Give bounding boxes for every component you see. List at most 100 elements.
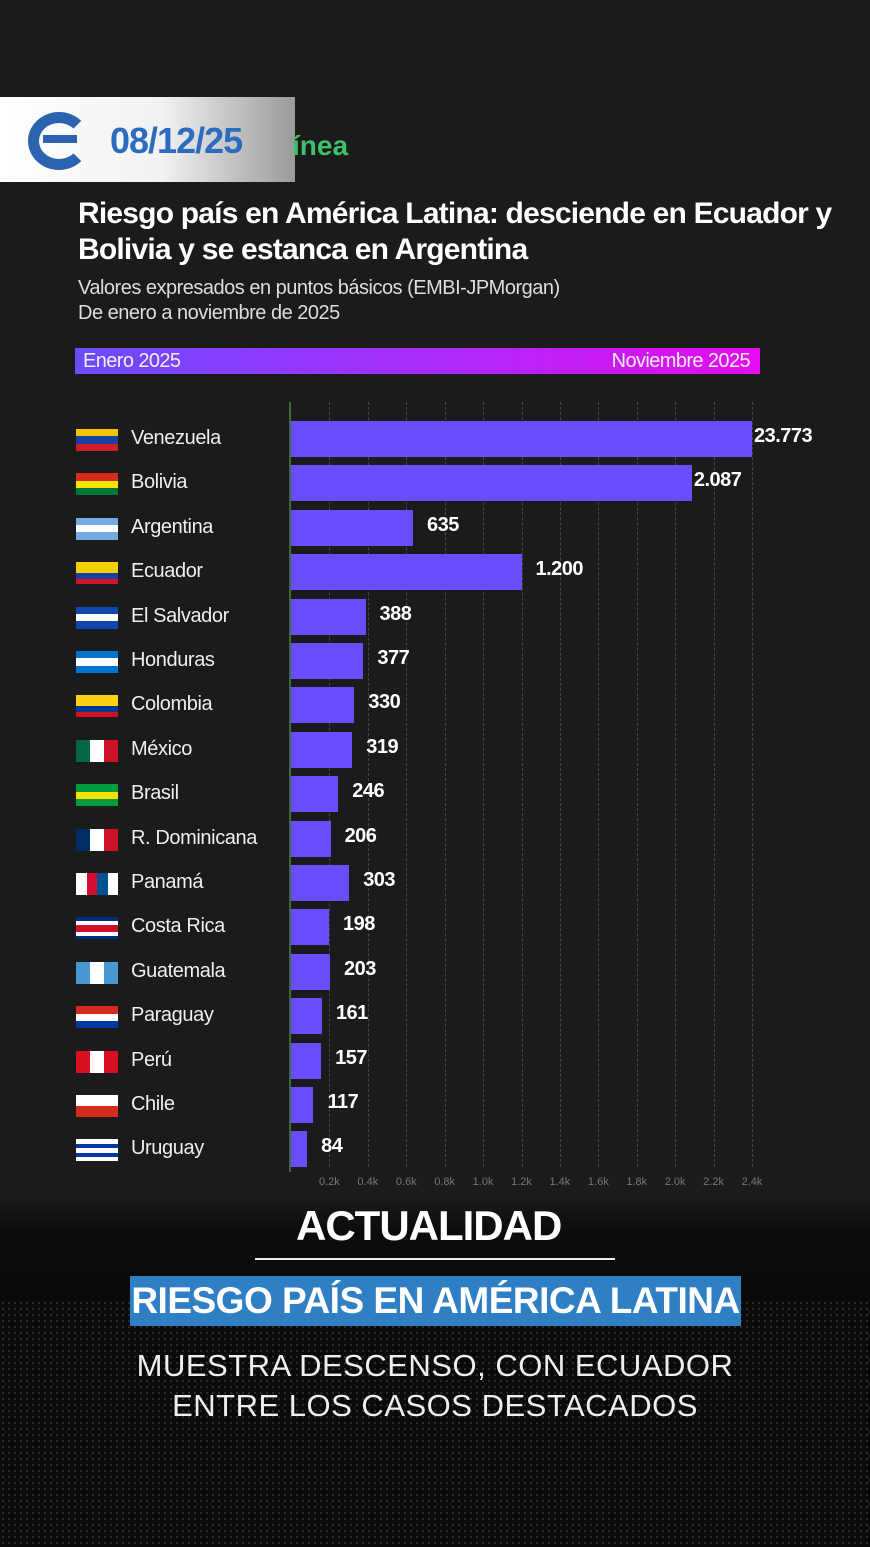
data-label: 330: [368, 691, 401, 714]
flag-icon: [76, 1006, 118, 1029]
category-label: Venezuela: [131, 427, 221, 449]
subtitle-line: Valores expresados en puntos básicos (EM…: [78, 277, 560, 299]
category-label: Panamá: [131, 871, 204, 893]
category-label: Bolivia: [131, 471, 188, 494]
category-label: México: [131, 737, 192, 760]
bar: [291, 465, 692, 502]
gridline: [406, 402, 408, 1167]
data-label: 117: [327, 1091, 359, 1113]
chart-subtitle: Valores expresados en puntos básicos (EM…: [78, 276, 560, 326]
bar-row: El Salvador 388: [0, 597, 870, 637]
x-tick-label: 2.0k: [664, 1176, 686, 1188]
category-label: Ecuador: [131, 560, 203, 583]
flag-icon: [76, 917, 118, 940]
flag-icon: [76, 784, 118, 807]
x-tick-label: 0.4k: [357, 1176, 379, 1188]
gridline: [521, 402, 523, 1167]
data-label: 319: [366, 735, 399, 758]
bar: [291, 953, 330, 990]
x-tick-label: 0.2k: [319, 1176, 340, 1188]
category-label: Guatemala: [131, 959, 226, 982]
bar-row: Argentina 635: [0, 508, 870, 548]
bar: [291, 1087, 314, 1123]
subtitle-line: De enero a noviembre de 2025: [78, 302, 340, 324]
bar-row: Paraguay 161: [0, 996, 870, 1036]
bar: [291, 776, 339, 813]
brand-text: ínea: [292, 130, 349, 161]
bar-row: Guatemala 203: [0, 952, 870, 992]
x-tick-label: 1.6k: [587, 1176, 609, 1188]
gridline: [598, 402, 600, 1167]
flag-icon: [76, 651, 118, 673]
bar-row: Uruguay 84: [0, 1129, 870, 1169]
category-label: El Salvador: [131, 604, 229, 627]
category-label: Chile: [131, 1093, 175, 1115]
x-tick-label: 0.8k: [434, 1176, 456, 1188]
bar: [291, 1042, 322, 1079]
data-label: 2.087: [693, 469, 742, 492]
bar-row: Costa Rica 198: [0, 907, 870, 947]
bar-row: Colombia 330: [0, 685, 870, 725]
flag-icon: [76, 429, 118, 451]
bar-row: Brasil 246: [0, 774, 870, 814]
data-label: 23.773: [754, 425, 813, 447]
bar-row: Chile 117: [0, 1085, 870, 1125]
flag-icon: [76, 1139, 118, 1162]
flag-icon: [76, 517, 118, 540]
bar: [291, 687, 355, 724]
x-tick-label: 1.4k: [549, 1176, 571, 1188]
flag-icon: [76, 1095, 118, 1117]
category-label: Colombia: [131, 693, 213, 716]
x-tick-label: 1.8k: [626, 1176, 648, 1188]
timeline-start: Enero 2025: [83, 350, 181, 372]
flag-icon: [76, 873, 118, 895]
data-label: 388: [379, 602, 412, 625]
bar: [291, 820, 331, 857]
bar: [291, 865, 350, 901]
bar-row: R. Dominicana 206: [0, 819, 870, 859]
data-label: 246: [352, 780, 385, 803]
bar: [291, 1131, 308, 1168]
gridline: [713, 402, 715, 1167]
data-label: 161: [335, 1002, 368, 1025]
gridline: [559, 402, 561, 1167]
category-label: Paraguay: [131, 1004, 214, 1027]
headline-banner: RIESGO PAÍS EN AMÉRICA LATINA: [130, 1276, 741, 1326]
bar: [291, 554, 522, 591]
bar: [291, 421, 752, 457]
bar: [291, 598, 366, 635]
x-tick-label: 1.0k: [472, 1176, 494, 1188]
gridline: [675, 402, 677, 1167]
bar-row: Bolivia 2.087: [0, 463, 870, 503]
bar: [291, 909, 330, 946]
bar-row: Panamá 303: [0, 863, 870, 903]
gridline: [636, 402, 638, 1167]
gridline: [752, 402, 753, 1167]
data-label: 377: [377, 647, 410, 669]
flag-icon: [76, 739, 118, 762]
category-label: Perú: [131, 1048, 172, 1071]
bar-row: Honduras 377: [0, 641, 870, 681]
caption: MUESTRA DESCENSO, CON ECUADOR ENTRE LOS …: [0, 1346, 870, 1426]
category-label: Brasil: [131, 782, 179, 805]
data-label: 198: [343, 913, 375, 936]
bar: [291, 731, 353, 768]
brand-logo-icon: [28, 112, 90, 170]
flag-icon: [76, 606, 118, 629]
gridline: [367, 402, 369, 1167]
flag-icon: [76, 1050, 118, 1073]
bar: [291, 509, 413, 546]
dot-pattern: [0, 1300, 870, 1547]
timeline-end: Noviembre 2025: [611, 350, 751, 372]
bar: [291, 643, 364, 679]
x-tick-label: 2.4k: [741, 1176, 763, 1188]
data-label: 303: [363, 869, 396, 891]
data-label: 203: [343, 957, 376, 980]
x-tick-label: 0.6k: [395, 1176, 417, 1188]
bar-row: Ecuador 1.200: [0, 552, 870, 592]
caption-line: ENTRE LOS CASOS DESTACADOS: [172, 1388, 698, 1423]
date-label: 08/12/25: [110, 120, 243, 161]
y-axis-line: [289, 402, 291, 1172]
bar-row: Venezuela 23.773: [0, 419, 870, 459]
flag-icon: [76, 828, 118, 851]
